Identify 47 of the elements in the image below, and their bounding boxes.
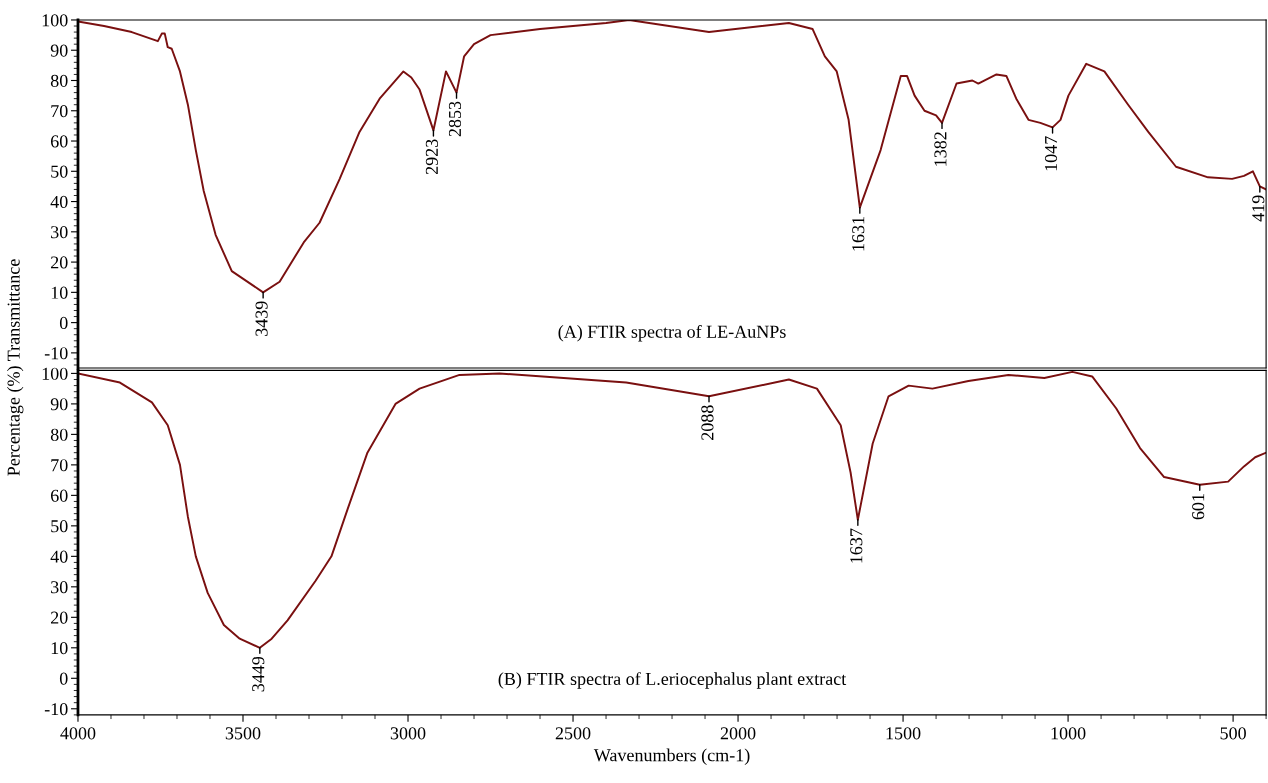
annotation: 1047 [1044, 136, 1058, 171]
y-tick-label: 40 [50, 550, 68, 563]
y-tick-label: 0 [59, 316, 68, 330]
annotation: 2088 [701, 405, 714, 440]
y-tick-label: 30 [51, 226, 68, 239]
y-axis-title: Percentage (%) Transmittance [7, 259, 24, 476]
y-tick-label: 20 [51, 256, 68, 269]
y-tick-label: 20 [51, 611, 68, 624]
y-tick-label: 100 [42, 14, 68, 27]
y-tick-label: 50 [51, 520, 68, 533]
annotation: (A) FTIR spectra of LE-AuNPs [558, 324, 786, 342]
annotation: 601 [1192, 494, 1205, 520]
annotation: 2923 [425, 139, 438, 175]
x-tick-label: 1500 [886, 727, 921, 740]
x-tick-label: 2500 [555, 727, 591, 740]
y-tick-label: 100 [42, 367, 68, 380]
y-tick-label: 80 [50, 74, 68, 87]
annotation: 419 [1252, 195, 1265, 222]
y-tick-label: 60 [50, 489, 68, 502]
annotation: 2853 [448, 101, 462, 137]
y-tick-label: 50 [51, 165, 68, 178]
annotation: 3439 [255, 301, 268, 336]
x-tick-label: 3500 [225, 727, 261, 740]
y-tick-label: -10 [44, 703, 68, 716]
annotation: 3449 [252, 656, 265, 692]
y-tick-label: 90 [50, 44, 68, 57]
annotation: 1631 [852, 217, 865, 251]
annotation: 1637 [850, 528, 863, 563]
y-tick-label: -10 [44, 347, 68, 360]
annotation: 1382 [934, 132, 947, 166]
y-tick-label: 80 [50, 428, 68, 441]
x-tick-label: 3000 [390, 727, 426, 740]
y-tick-label: 60 [50, 135, 68, 148]
x-tick-label: 2000 [720, 727, 756, 740]
y-tick-label: 40 [50, 195, 68, 208]
x-axis-title: Wavenumbers (cm-1) [593, 748, 750, 765]
y-tick-label: 10 [51, 286, 68, 299]
x-tick-label: 4000 [60, 727, 96, 740]
x-tick-label: 1000 [1051, 727, 1086, 740]
y-tick-label: 70 [51, 105, 68, 118]
y-tick-label: 30 [51, 581, 68, 594]
annotation: (B) FTIR spectra of L.eriocephalus plant extract [498, 672, 847, 689]
y-tick-label: 10 [51, 642, 68, 655]
y-tick-label: 90 [50, 398, 68, 411]
y-tick-label: 70 [51, 459, 68, 472]
x-tick-label: 500 [1220, 727, 1246, 740]
y-tick-label: 0 [59, 672, 68, 685]
